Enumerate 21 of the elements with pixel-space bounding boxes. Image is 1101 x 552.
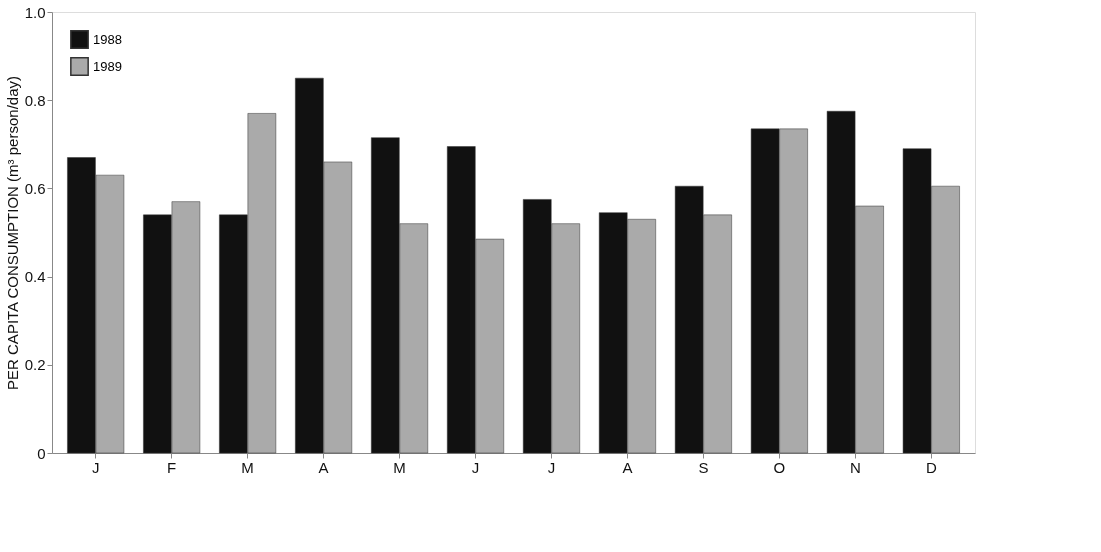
x-tick-label: A — [318, 458, 329, 476]
x-tick-label: D — [925, 458, 937, 476]
y-axis-title: PER CAPITA CONSUMPTION (m³ person/day) — [3, 76, 21, 390]
y-tick-label: 0.6 — [24, 179, 46, 197]
legend-label: 1989 — [93, 58, 122, 74]
x-tick-label: J — [547, 458, 556, 476]
x-tick-label: F — [167, 458, 177, 476]
x-tick-label: A — [622, 458, 633, 476]
y-tick-label: 0.8 — [24, 91, 46, 109]
y-tick-label: 0.4 — [24, 268, 46, 286]
y-tick-label: 0 — [37, 444, 46, 462]
y-tick-label: 1.0 — [24, 3, 46, 21]
x-tick-label: J — [91, 458, 100, 476]
x-tick-label: S — [698, 458, 709, 476]
x-tick-label: M — [393, 458, 406, 476]
x-tick-label: M — [241, 458, 254, 476]
x-tick-label: J — [471, 458, 480, 476]
legend-label: 1988 — [93, 31, 122, 47]
x-tick-label: N — [849, 458, 861, 476]
x-tick-label: O — [773, 458, 786, 476]
y-tick-label: 0.2 — [24, 356, 46, 374]
